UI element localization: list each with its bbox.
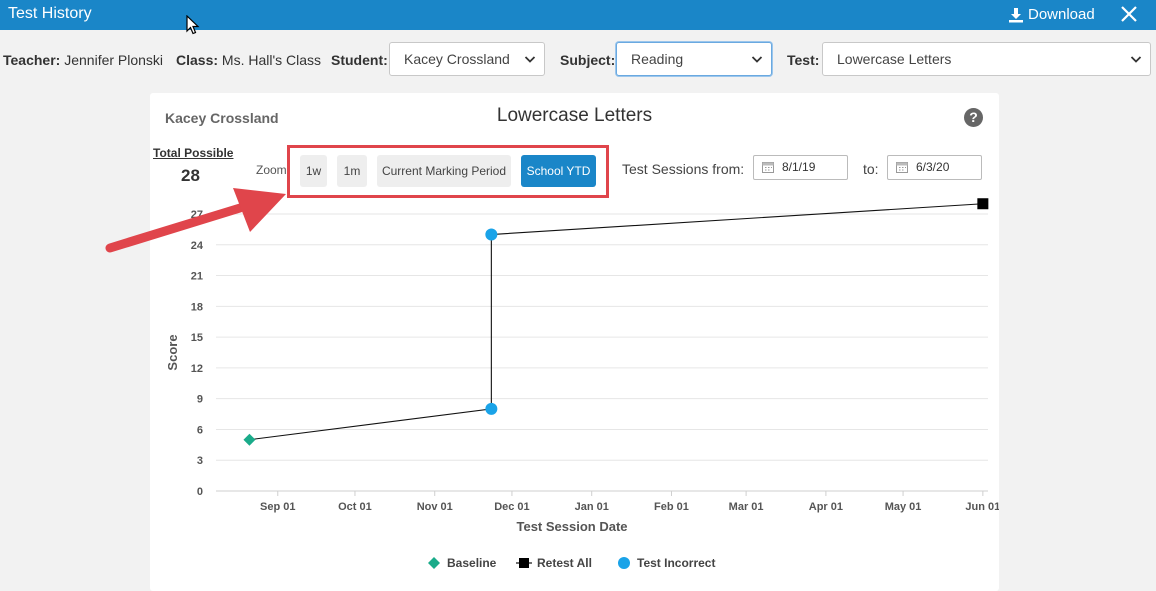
filter-bar: Teacher: Jennifer Plonski Class: Ms. Hal… <box>0 42 1156 78</box>
teacher-label: Teacher: <box>3 52 61 68</box>
sessions-from-label: Test Sessions from: <box>622 161 745 177</box>
chart-title: Lowercase Letters <box>496 105 653 126</box>
chevron-down-icon <box>524 56 536 63</box>
help-icon[interactable]: ? <box>964 108 983 127</box>
chevron-down-icon <box>1130 56 1142 63</box>
y-tick-label: 6 <box>197 424 203 436</box>
y-tick-label: 15 <box>191 332 203 344</box>
teacher-value: Jennifer Plonski <box>64 52 164 68</box>
y-tick-label: 21 <box>191 271 203 283</box>
from-date-input[interactable]: 8/1/19 <box>753 155 848 180</box>
download-label: Download <box>1028 6 1095 23</box>
download-button[interactable]: Download <box>1008 6 1095 23</box>
x-tick-label: Feb 01 <box>654 501 689 513</box>
x-axis-title: Test Session Date <box>516 519 627 534</box>
x-tick-label: Jan 01 <box>575 501 609 513</box>
calendar-icon <box>762 162 774 173</box>
data-point-test-incorrect <box>485 402 498 415</box>
zoom-school-ytd-button[interactable]: School YTD <box>521 155 596 187</box>
chevron-down-icon <box>751 56 763 63</box>
zoom-marking-period-button[interactable]: Current Marking Period <box>377 155 511 187</box>
x-tick-label: Nov 01 <box>417 501 453 513</box>
student-name: Kacey Crossland <box>165 110 279 126</box>
legend-marker-retest-all <box>519 558 529 568</box>
window-title: Test History <box>8 5 92 22</box>
download-icon <box>1009 7 1023 22</box>
data-point-test-incorrect <box>485 228 498 241</box>
subject-select[interactable]: Reading <box>616 42 772 76</box>
y-tick-label: 0 <box>197 486 203 498</box>
window-titlebar: Test History Download <box>0 0 1156 30</box>
chart-card: Kacey Crossland Lowercase Letters ? Tota… <box>150 93 999 591</box>
subject-label: Subject: <box>560 52 616 68</box>
legend-marker-test-incorrect <box>618 557 630 569</box>
student-select[interactable]: Kacey Crossland <box>389 42 545 76</box>
test-select[interactable]: Lowercase Letters <box>822 42 1151 76</box>
from-date-value: 8/1/19 <box>782 160 816 174</box>
x-tick-label: Jun 01 <box>965 501 999 513</box>
x-tick-label: Dec 01 <box>494 501 529 513</box>
to-date-input[interactable]: 6/3/20 <box>887 155 982 180</box>
teacher-filter: Teacher: Jennifer Plonski <box>3 52 163 68</box>
legend-label: Baseline <box>447 556 497 570</box>
data-point-retest-all <box>977 198 989 210</box>
annotation-highlight-box <box>287 145 609 198</box>
legend-marker-baseline <box>428 557 440 569</box>
total-possible-value: 28 <box>181 166 200 185</box>
x-tick-label: Mar 01 <box>729 501 764 513</box>
student-label: Student: <box>331 52 388 68</box>
test-select-value: Lowercase Letters <box>837 51 952 67</box>
class-value: Ms. Hall's Class <box>221 52 322 68</box>
y-tick-label: 3 <box>197 455 203 467</box>
to-date-value: 6/3/20 <box>916 160 950 174</box>
y-tick-label: 24 <box>191 240 204 252</box>
class-label: Class: <box>176 52 219 68</box>
student-select-value: Kacey Crossland <box>404 51 510 67</box>
x-tick-label: Apr 01 <box>809 501 843 513</box>
class-filter: Class: Ms. Hall's Class <box>176 52 321 68</box>
zoom-1m-button[interactable]: 1m <box>337 155 367 187</box>
legend-label: Retest All <box>537 556 592 570</box>
test-label: Test: <box>787 52 820 68</box>
data-point-baseline <box>243 433 256 446</box>
series-line <box>249 203 983 441</box>
y-axis-title: Score <box>165 334 180 370</box>
to-label: to: <box>863 161 879 177</box>
calendar-icon <box>896 162 908 173</box>
x-tick-label: May 01 <box>885 501 922 513</box>
close-icon[interactable] <box>1119 3 1139 25</box>
annotation-arrow <box>105 188 286 253</box>
y-tick-label: 12 <box>191 363 203 375</box>
y-tick-label: 18 <box>191 301 203 313</box>
zoom-label: Zoom <box>256 163 287 177</box>
subject-select-value: Reading <box>631 51 684 67</box>
x-tick-label: Sep 01 <box>260 501 295 513</box>
y-tick-label: 9 <box>197 394 203 406</box>
x-tick-label: Oct 01 <box>338 501 372 513</box>
legend-label: Test Incorrect <box>637 556 715 570</box>
zoom-1w-button[interactable]: 1w <box>300 155 327 187</box>
total-possible-label: Total Possible <box>153 146 234 160</box>
mouse-cursor-icon <box>186 15 200 35</box>
